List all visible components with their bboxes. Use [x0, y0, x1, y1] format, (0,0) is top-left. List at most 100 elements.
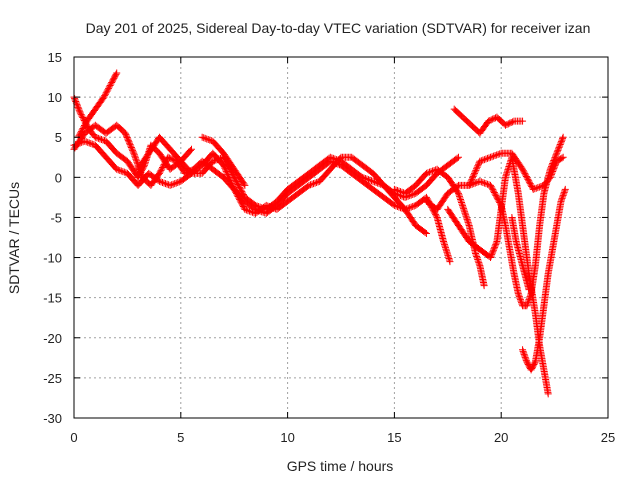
data-point-marker [556, 142, 564, 150]
data-point-marker [160, 161, 168, 169]
data-point-marker [326, 153, 334, 161]
data-point-marker [548, 169, 556, 177]
data-point-marker [74, 103, 82, 111]
data-point-marker [522, 171, 530, 179]
x-axis-label: GPS time / hours [287, 458, 394, 474]
data-point-marker [491, 152, 499, 160]
data-point-marker [166, 181, 174, 189]
data-point-marker [374, 179, 382, 187]
data-point-marker [159, 162, 167, 170]
x-tick-label: 25 [601, 430, 615, 445]
y-tick-label: 15 [48, 50, 62, 65]
data-point-marker [489, 115, 497, 123]
data-point-marker [71, 95, 79, 103]
data-point-marker [522, 356, 530, 364]
x-tick-label: 0 [70, 430, 77, 445]
data-point-marker [550, 165, 558, 173]
data-point-marker [482, 180, 490, 188]
data-point-marker [454, 189, 462, 197]
data-point-marker [523, 302, 531, 310]
data-point-marker [198, 133, 206, 141]
data-point-marker [487, 181, 495, 189]
data-point-marker [80, 123, 88, 131]
y-tick-label: -10 [43, 251, 62, 266]
data-point-marker [521, 353, 529, 361]
data-point-marker [97, 136, 105, 144]
data-point-marker [72, 141, 80, 149]
data-point-marker [239, 189, 247, 197]
data-point-marker [551, 162, 559, 170]
data-point-marker [105, 84, 113, 92]
data-point-marker [187, 145, 195, 153]
data-point-marker [401, 205, 409, 213]
data-point-marker [422, 169, 430, 177]
data-point-marker [557, 139, 565, 147]
data-point-marker [479, 178, 487, 186]
data-point-marker [305, 181, 313, 189]
data-point-marker [492, 191, 500, 199]
data-point-marker [559, 191, 567, 199]
data-point-marker [357, 172, 365, 180]
data-point-marker [453, 154, 461, 162]
data-point-marker [250, 200, 258, 208]
data-point-marker [559, 153, 567, 161]
data-point-marker [496, 150, 504, 158]
data-point-marker [558, 196, 566, 204]
data-point-marker [116, 166, 124, 174]
data-point-marker [457, 197, 465, 205]
data-point-marker [492, 239, 500, 247]
data-point-marker [531, 359, 539, 367]
data-point-marker [491, 190, 499, 198]
data-point-marker [132, 155, 140, 163]
data-point-marker [366, 176, 374, 184]
data-point-marker [368, 177, 376, 185]
data-point-marker [255, 203, 263, 211]
data-point-marker [463, 214, 471, 222]
data-point-marker [516, 294, 524, 302]
data-point-marker [200, 134, 208, 142]
data-point-marker [464, 218, 472, 226]
data-point-marker [425, 168, 433, 176]
data-point-marker [398, 204, 406, 212]
data-point-marker [77, 127, 85, 135]
data-point-marker [558, 136, 566, 144]
data-point-marker [390, 185, 398, 193]
data-point-marker [403, 205, 411, 213]
data-point-marker [206, 136, 214, 144]
data-point-marker [552, 151, 560, 159]
data-point-marker [520, 349, 528, 357]
data-point-marker [480, 282, 488, 290]
y-tick-label: -30 [43, 411, 62, 426]
data-point-marker [476, 157, 484, 165]
data-point-marker [523, 300, 531, 308]
data-point-marker [514, 290, 522, 298]
data-point-marker [488, 184, 496, 192]
data-point-marker [364, 176, 372, 184]
data-point-marker [71, 96, 79, 104]
data-point-marker [525, 286, 533, 294]
data-point-marker [167, 155, 175, 163]
data-point-marker [489, 248, 497, 256]
data-point-marker [129, 146, 137, 154]
series-arc-4 [74, 69, 121, 141]
data-point-marker [465, 181, 473, 189]
series-arc-7 [390, 165, 488, 290]
data-point-marker [446, 258, 454, 266]
y-tick-label: -25 [43, 371, 62, 386]
data-point-marker [547, 170, 555, 178]
data-point-marker [235, 182, 243, 190]
data-point-marker [172, 179, 180, 187]
data-point-marker [485, 154, 493, 162]
data-point-marker [483, 154, 491, 162]
data-point-marker [552, 152, 560, 160]
data-point-marker [113, 69, 121, 77]
data-point-marker [526, 180, 534, 188]
data-point-marker [421, 228, 429, 236]
data-point-marker [407, 203, 415, 211]
data-point-marker [122, 131, 130, 139]
data-point-marker [555, 143, 563, 151]
data-point-marker [427, 168, 435, 176]
data-point-marker [114, 166, 122, 174]
data-point-marker [80, 122, 88, 130]
data-point-marker [458, 199, 466, 207]
